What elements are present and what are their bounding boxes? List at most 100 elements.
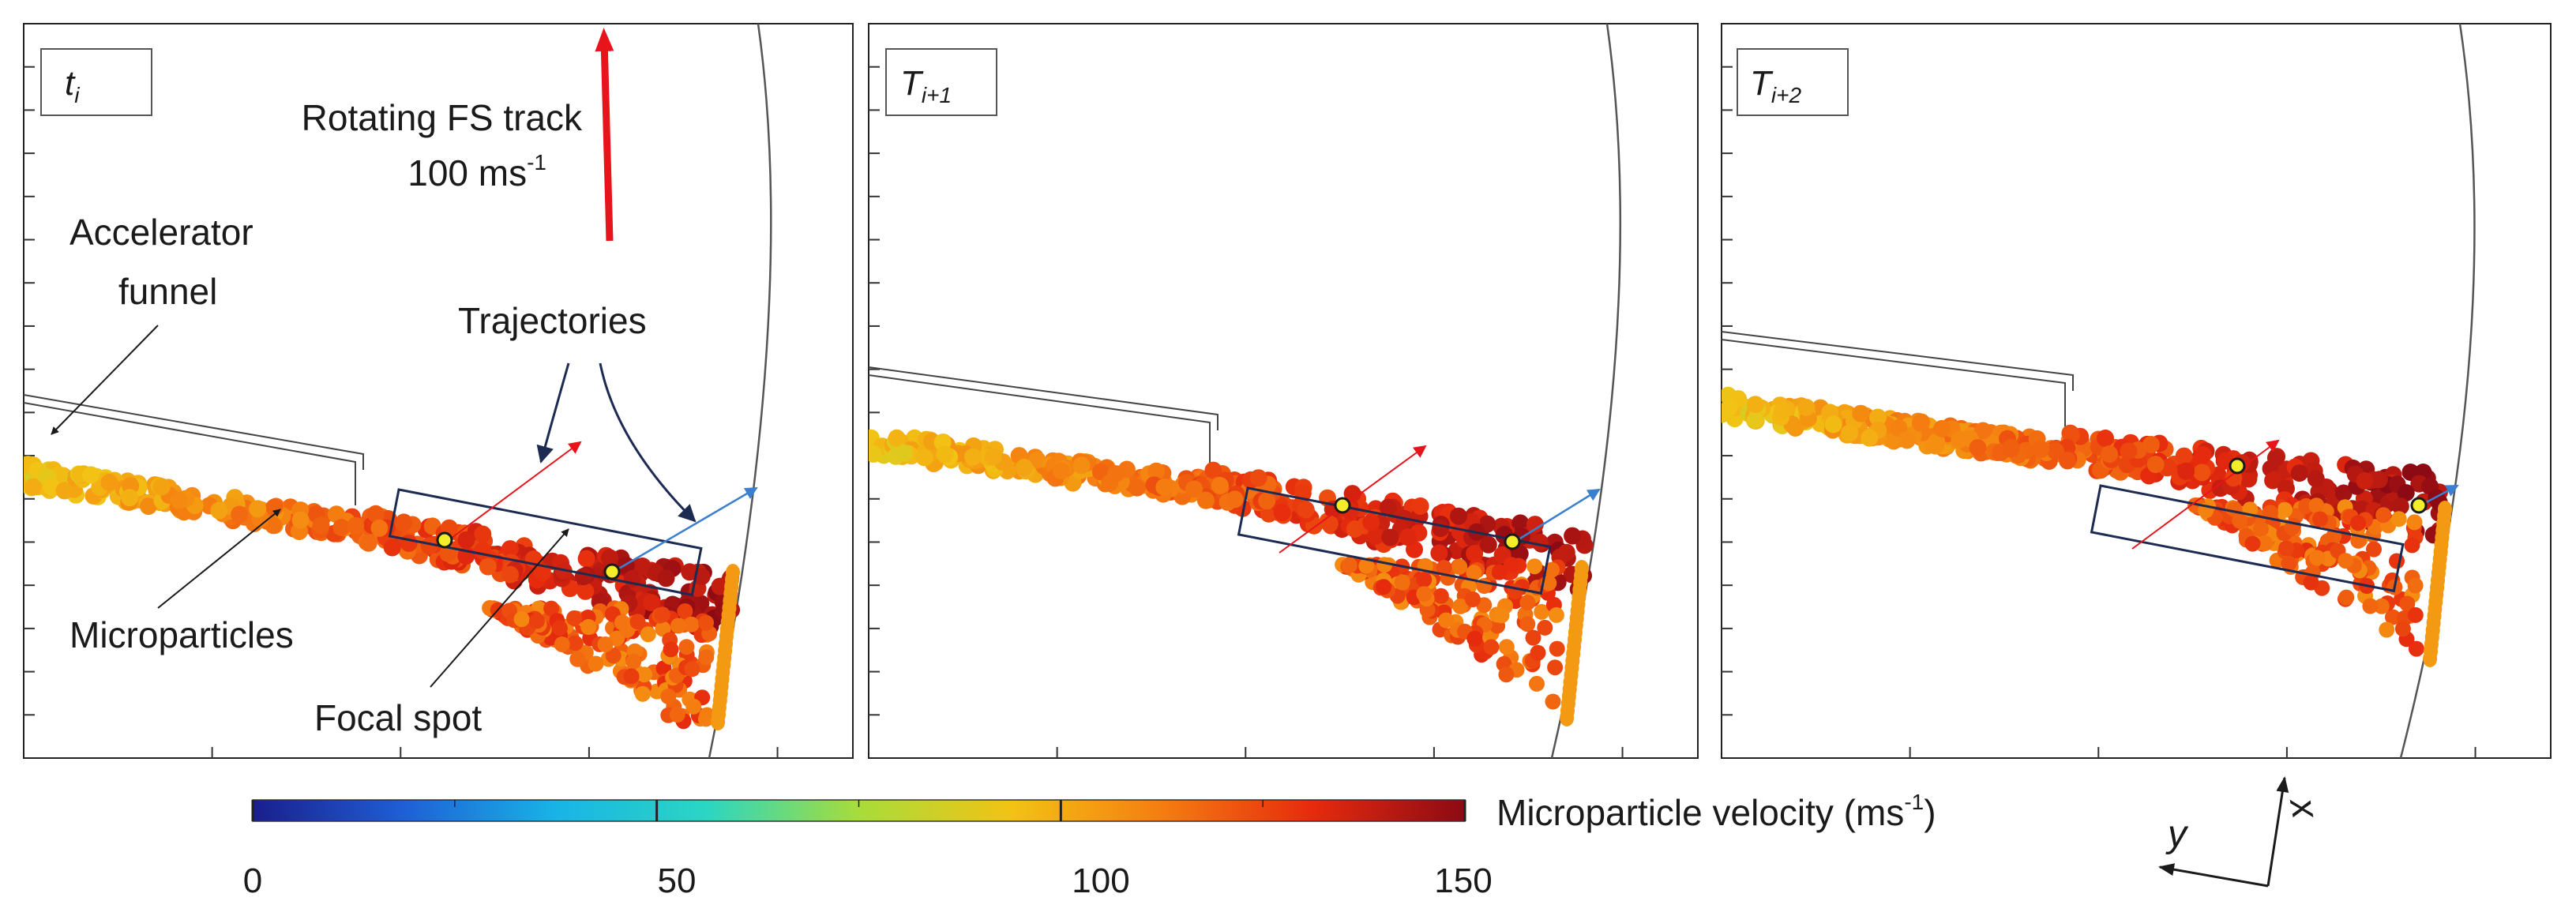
microparticle: [1320, 515, 1339, 533]
x-axis-label: x: [2281, 794, 2326, 823]
microparticle: [152, 478, 171, 496]
track-direction-arrow: [595, 28, 614, 242]
microparticle: [1362, 513, 1380, 531]
microparticle: [984, 448, 1002, 466]
microparticle: [1498, 639, 1515, 655]
microparticle: [1824, 415, 1842, 434]
track-label: Rotating FS track: [302, 97, 583, 138]
microparticle: [1381, 528, 1399, 546]
microparticle: [2338, 589, 2355, 606]
colorbar-ticks: [251, 800, 1466, 821]
microparticle: [1341, 557, 1357, 573]
microparticle: [479, 557, 497, 576]
microparticle: [1450, 507, 1467, 525]
particle-marker: [1334, 497, 1351, 514]
microparticle: [1466, 630, 1483, 647]
accelerator-funnel: [869, 366, 1219, 478]
microparticle: [1534, 603, 1550, 620]
microparticle: [1933, 419, 1951, 437]
microparticle: [2307, 470, 2325, 488]
particle-marker: [1504, 533, 1521, 550]
microparticle: [2399, 595, 2416, 612]
microparticle: [1548, 606, 1564, 623]
microparticle: [1526, 516, 1544, 534]
axes-indicator: y x: [2158, 776, 2326, 888]
microparticle: [100, 474, 118, 491]
microparticle: [1503, 557, 1519, 573]
microparticle: [1797, 398, 1816, 416]
microparticle: [888, 429, 906, 447]
microparticle: [1498, 666, 1515, 683]
microparticle: [2394, 621, 2411, 637]
microparticle: [657, 569, 675, 588]
accelerator-funnel: [24, 394, 364, 505]
microparticle: [1451, 558, 1468, 575]
microparticle: [370, 519, 389, 537]
microparticle: [2002, 440, 2020, 458]
microparticle: [328, 505, 345, 524]
microparticle: [625, 653, 642, 670]
microparticle: [1526, 558, 1543, 575]
microparticle: [170, 491, 188, 509]
microparticle: [1869, 408, 1887, 426]
microparticle: [2290, 464, 2308, 482]
trajectory-red: [2131, 439, 2280, 550]
microparticle: [82, 466, 100, 484]
microparticles-label: Microparticles: [69, 614, 294, 655]
microparticle: [420, 537, 438, 555]
microparticle: [1155, 479, 1173, 496]
panel-label: ti: [65, 64, 80, 107]
microparticle: [2257, 535, 2273, 551]
colorbar-title: Microparticle velocity (ms-1): [1496, 790, 1936, 833]
focal-spot-box: [1237, 486, 1552, 595]
collector-particles: [1560, 560, 1589, 726]
microparticle: [474, 542, 492, 560]
microparticle: [1911, 414, 1929, 432]
microparticle: [1358, 557, 1375, 574]
microparticle: [2177, 462, 2195, 480]
collected-particle: [711, 713, 726, 730]
funnel-label: funnel: [118, 271, 217, 312]
microparticle: [457, 531, 475, 549]
microparticle: [474, 525, 492, 543]
microparticle: [2047, 442, 2065, 460]
focal-spot-box: [2090, 484, 2405, 593]
microparticles-pointer: [157, 509, 281, 609]
microparticle: [670, 618, 686, 634]
microparticle: [1394, 574, 1410, 591]
microparticle: [1436, 560, 1452, 576]
microparticle: [1852, 404, 1870, 422]
microparticle: [2338, 553, 2354, 569]
microparticle: [2244, 535, 2261, 552]
microparticle: [2312, 511, 2328, 527]
microparticle: [551, 620, 568, 636]
microparticle: [383, 539, 401, 557]
microparticle: [1491, 564, 1508, 580]
microparticle: [1928, 433, 1946, 451]
microparticle: [1147, 462, 1166, 480]
microparticle: [597, 636, 614, 652]
microparticle-cloud: [1722, 386, 2448, 657]
microparticle: [636, 666, 652, 683]
microparticle: [1380, 498, 1397, 516]
microparticle: [2059, 452, 2077, 470]
microparticle: [1376, 579, 1392, 595]
microparticle: [1452, 598, 1469, 614]
microparticle: [1564, 527, 1582, 545]
microparticle: [554, 636, 570, 652]
microparticle: [2397, 484, 2415, 502]
microparticle: [2407, 577, 2424, 594]
microparticle: [1466, 545, 1484, 562]
x-axis-arrow: [2266, 776, 2289, 887]
microparticle: [2278, 540, 2295, 557]
microparticle: [1511, 545, 1529, 563]
microparticle: [1483, 639, 1500, 655]
microparticle: [1204, 461, 1222, 479]
microparticle: [1273, 504, 1291, 522]
trajectory-blue: [607, 486, 758, 576]
microparticle: [1530, 533, 1549, 551]
microparticle: [1479, 535, 1497, 554]
microparticle: [513, 611, 530, 628]
microparticle: [915, 449, 933, 467]
